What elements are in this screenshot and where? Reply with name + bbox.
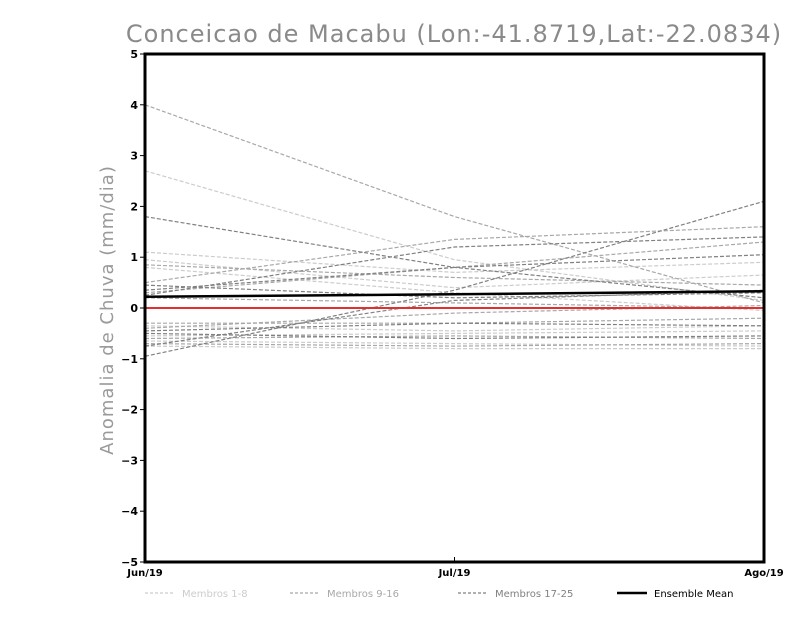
y-tick-label: −2 — [121, 404, 138, 417]
ensemble-mean-layer — [144, 289, 765, 299]
y-tick-label: 5 — [130, 48, 138, 61]
member-series-line-5 — [144, 325, 765, 332]
member-series-line-19 — [144, 200, 765, 357]
member-series-line-18 — [144, 216, 765, 299]
legend-label-3: Membros 17-25 — [495, 589, 573, 600]
member-series-line-21 — [144, 289, 765, 347]
axes-layer: −5 −4 −3 −2 −1 0 1 2 3 4 5 Jun/19 Jul/19 Ago/19 — [121, 48, 784, 579]
member-series-line-17 — [144, 297, 765, 309]
y-tick-label: 3 — [130, 150, 138, 163]
member-series-line-25 — [144, 284, 765, 299]
member-series-line-11 — [144, 241, 765, 294]
y-tick-label: −3 — [121, 454, 138, 467]
member-series-line-20 — [144, 254, 765, 291]
y-tick-label: 4 — [130, 99, 138, 112]
x-tick-label: Ago/19 — [744, 568, 783, 579]
x-tick-label: Jul/19 — [438, 568, 471, 579]
member-series-line-13 — [145, 317, 765, 324]
member-series-line-4 — [144, 266, 765, 312]
y-tick-label: 0 — [130, 302, 138, 315]
y-tick-label: 1 — [130, 251, 138, 264]
ensemble-mean-line — [144, 289, 765, 299]
member-series-line-1 — [144, 170, 765, 301]
series-layer — [144, 104, 765, 357]
member-series-line-9 — [144, 104, 765, 304]
legend-label-2: Membros 9-16 — [327, 589, 399, 600]
legend-label-1: Membros 1-8 — [182, 589, 248, 600]
x-tick-label: Jun/19 — [126, 568, 163, 579]
legend: Membros 1-8 Membros 9-16 Membros 17-25 Ense… — [145, 589, 733, 600]
member-series-line-14 — [144, 335, 765, 340]
legend-label-4: Ensemble Mean — [654, 589, 733, 600]
y-tick-label: −5 — [121, 556, 138, 569]
member-series-line-22 — [144, 236, 765, 296]
member-series-line-23 — [144, 322, 765, 332]
member-series-line-7 — [144, 345, 764, 350]
member-series-line-10 — [144, 226, 765, 284]
chart-title: Conceicao de Macabu (Lon:-41.8719,Lat:-2… — [126, 20, 782, 48]
y-tick-label: −1 — [121, 353, 138, 366]
member-series-line-12 — [144, 264, 765, 286]
y-tick-label: 2 — [130, 200, 138, 213]
member-series-line-15 — [144, 343, 765, 347]
member-series-line-6 — [144, 340, 765, 347]
y-tick-label: −4 — [121, 505, 138, 518]
member-series-line-2 — [144, 251, 765, 274]
member-series-line-24 — [144, 332, 765, 340]
y-axis-label: Anomalia de Chuva (mm/dia) — [97, 165, 118, 455]
